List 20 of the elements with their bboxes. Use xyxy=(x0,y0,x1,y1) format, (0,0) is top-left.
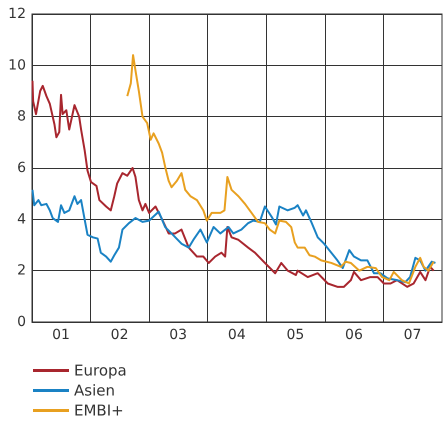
y-tick-label: 2 xyxy=(17,262,26,279)
x-tick-label: 02 xyxy=(110,327,128,343)
line-series xyxy=(31,188,436,284)
x-tick-label: 04 xyxy=(228,327,246,343)
y-tick-label: 8 xyxy=(17,108,26,125)
y-tick-label: 4 xyxy=(17,211,26,228)
x-tick-label: 07 xyxy=(404,327,422,343)
y-tick-label: 10 xyxy=(8,57,26,74)
y-tick-label: 6 xyxy=(17,160,26,176)
line-series xyxy=(31,80,435,288)
x-tick-label: 01 xyxy=(52,327,70,343)
x-tick-label: 06 xyxy=(345,327,363,343)
y-tick-label: 12 xyxy=(8,6,26,22)
x-tick-label: 03 xyxy=(169,327,188,343)
legend-label: EMBI+ xyxy=(74,402,124,420)
legend-label: Asien xyxy=(74,382,115,400)
legend-label: Europa xyxy=(74,362,127,380)
y-tick-label: 0 xyxy=(17,314,26,330)
x-tick-label: 05 xyxy=(286,327,304,343)
line-series xyxy=(126,54,435,284)
